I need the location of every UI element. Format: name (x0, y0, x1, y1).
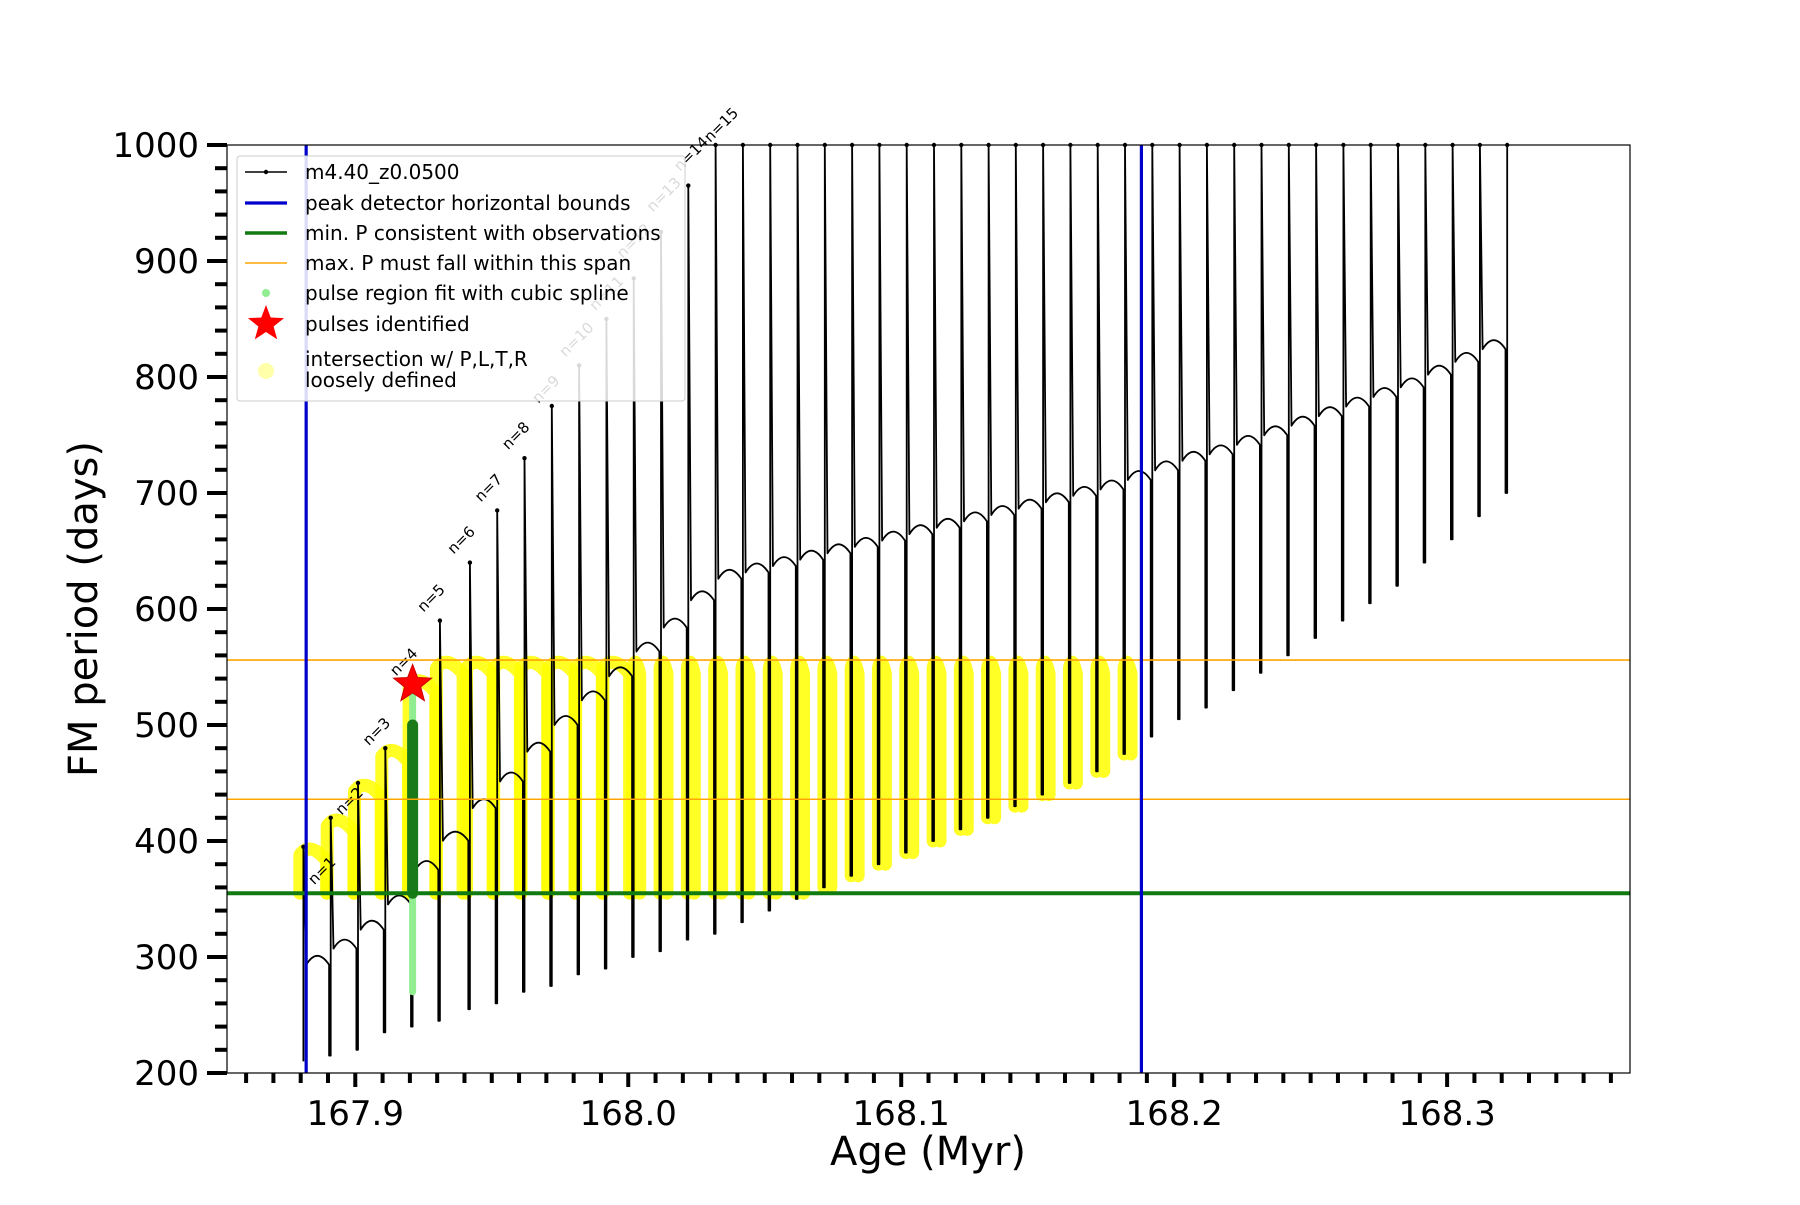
x-tick-label-5: 168.3 (1398, 1094, 1495, 1134)
model-pulse-point-2 (328, 815, 333, 820)
y-tick-label-2: 300 (134, 938, 199, 978)
legend-label-7-line-2: loosely defined (305, 368, 457, 392)
legend-label-3: min. P consistent with observations (305, 221, 661, 245)
model-pulse-point-8 (495, 508, 500, 513)
model-pulse-point-10 (549, 403, 554, 409)
model-track-line (302, 144, 1509, 1062)
legend-handle-pulse (247, 305, 285, 340)
x-axis-label: Age (Myr) (830, 1129, 1026, 1175)
legend-handle-model-dot (263, 169, 269, 175)
legend-label-6: pulses identified (305, 312, 470, 336)
model-pulse-point-6 (437, 618, 443, 623)
y-tick-label-4: 500 (134, 706, 199, 746)
pulse-identified-star (392, 662, 433, 702)
legend-label-2: peak detector horizontal bounds (305, 191, 631, 215)
legend-label-1: m4.40_z0.0500 (305, 160, 460, 184)
model-pulse-point-15 (686, 183, 691, 188)
legend-handle-spline (262, 289, 270, 297)
legend-label-5: pulse region fit with cubic spline (305, 281, 629, 305)
x-tick-label-4: 168.2 (1125, 1094, 1222, 1134)
y-tick-label-8: 900 (134, 242, 199, 282)
model-pulse-point-1 (301, 844, 306, 849)
y-axis-label: FM period (days) (61, 441, 107, 777)
y-tick-label-9: 1000 (112, 126, 199, 166)
y-tick-label-3: 400 (134, 822, 199, 862)
model-pulse-point-7 (467, 560, 473, 565)
model-pulse-point-9 (522, 456, 527, 461)
legend-label-7-line-1: intersection w/ P,L,T,R (305, 347, 528, 371)
model-pulse-point-3 (355, 780, 361, 786)
y-tick-label-6: 700 (134, 474, 199, 514)
x-tick-label-2: 168.0 (580, 1094, 677, 1134)
y-tick-label-7: 800 (134, 358, 199, 398)
x-tick-label-1: 167.9 (307, 1094, 404, 1134)
axes-layer: 167.9 168.0 168.1 168.2 168.3 200 300 400 500 600… (112, 126, 1613, 1134)
legend-handle-intersection (258, 363, 274, 379)
legend-label-4: max. P must fall within this span (305, 251, 631, 275)
legend-box (236, 155, 686, 402)
y-tick-label-5: 600 (134, 590, 199, 630)
x-tick-label-3: 168.1 (853, 1094, 950, 1134)
y-tick-label-1: 200 (134, 1054, 199, 1094)
model-pulse-point-4 (383, 746, 388, 751)
